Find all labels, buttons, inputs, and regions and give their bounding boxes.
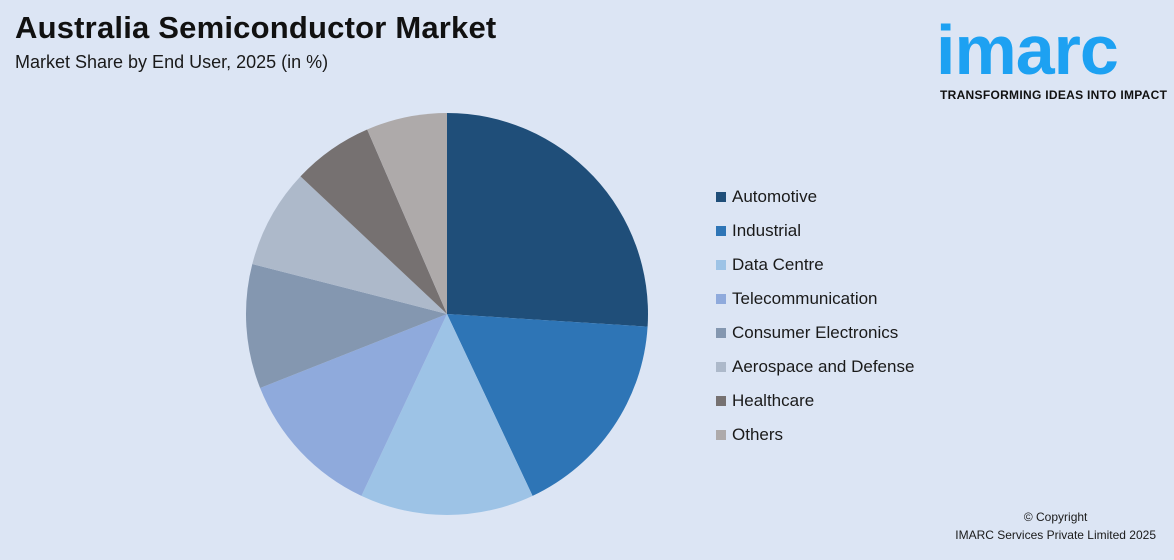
legend-item-aerospace-and-defense: Aerospace and Defense	[716, 350, 914, 384]
legend-swatch	[716, 430, 726, 440]
legend-label: Automotive	[732, 187, 818, 206]
legend-label: Consumer Electronics	[732, 323, 899, 342]
legend-label: Data Centre	[732, 255, 824, 274]
legend-label: Others	[732, 425, 784, 444]
legend-item-data-centre: Data Centre	[716, 248, 914, 282]
legend-item-industrial: Industrial	[716, 214, 914, 248]
legend-swatch	[716, 328, 726, 338]
legend-label: Industrial	[732, 221, 801, 240]
pie-slice-industrial	[447, 314, 648, 496]
pie-slice-consumer-electronics	[245, 264, 447, 388]
pie-slice-others	[367, 113, 447, 314]
legend-item-automotive: Automotive	[716, 180, 914, 214]
chart-header: Australia Semiconductor Market Market Sh…	[15, 8, 496, 74]
legend-item-telecommunication: Telecommunication	[716, 282, 914, 316]
logo-tagline: TRANSFORMING IDEAS INTO IMPACT	[940, 88, 1168, 102]
logo-wordmark: imarc	[936, 11, 1119, 89]
chart-subtitle: Market Share by End User, 2025 (in %)	[15, 52, 329, 72]
chart-title: Australia Semiconductor Market	[15, 10, 497, 45]
imarc-logo: imarc TRANSFORMING IDEAS INTO IMPACT	[936, 8, 1168, 104]
legend-item-consumer-electronics: Consumer Electronics	[716, 316, 914, 350]
legend-item-others: Others	[716, 418, 914, 452]
pie-slice-telecommunication	[260, 314, 447, 496]
legend-swatch	[716, 226, 726, 236]
copyright-notice: © Copyright IMARC Services Private Limit…	[955, 508, 1156, 544]
copyright-line-2: IMARC Services Private Limited 2025	[955, 528, 1156, 542]
pie-slice-automotive	[447, 113, 648, 327]
pie-slice-data-centre	[361, 314, 533, 515]
legend-swatch	[716, 294, 726, 304]
pie-slice-healthcare	[300, 129, 447, 314]
chart-legend: Automotive Industrial Data Centre Telecommu…	[716, 180, 914, 452]
legend-swatch	[716, 396, 726, 406]
legend-swatch	[716, 192, 726, 202]
legend-item-healthcare: Healthcare	[716, 384, 914, 418]
legend-swatch	[716, 260, 726, 270]
legend-label: Aerospace and Defense	[732, 357, 915, 376]
pie-slices	[245, 113, 648, 515]
pie-slice-aerospace-and-defense	[252, 176, 447, 314]
legend-label: Telecommunication	[732, 289, 878, 308]
legend-label: Healthcare	[732, 391, 815, 410]
legend-swatch	[716, 362, 726, 372]
copyright-line-1: © Copyright	[1023, 510, 1088, 524]
